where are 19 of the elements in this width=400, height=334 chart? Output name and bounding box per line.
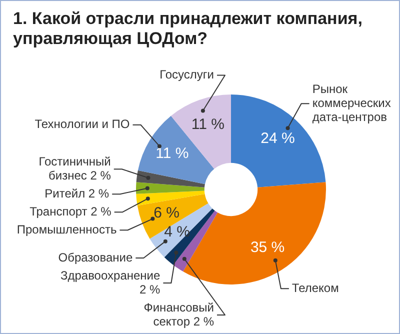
slice-label: Технологии и ПО <box>34 117 130 132</box>
data-label: 4 % <box>164 223 190 240</box>
slice-label: Финансовый сектор 2 % <box>144 300 214 328</box>
slice-label: Гостиничный бизнес 2 % <box>38 154 112 182</box>
slice-label: Рынок коммерческих дата-центров <box>312 82 391 124</box>
slice-label: Промышленность <box>16 222 117 236</box>
slice-label: Телеком <box>292 280 339 295</box>
data-label: 35 % <box>250 238 285 256</box>
data-label: 2 % <box>139 282 160 296</box>
chart-title: 1. Какой отрасли принадлежит компания, управляющая ЦОДом? <box>13 9 364 50</box>
data-label: 11 % <box>191 116 224 133</box>
data-label: 24 % <box>260 130 295 148</box>
slice-label: Ритейл 2 % <box>44 186 110 200</box>
slice-label: Транспорт 2 % <box>30 204 112 218</box>
slice-label: Образование <box>58 250 133 264</box>
data-label: 6 % <box>154 204 180 222</box>
slice-label: Госуслуги <box>160 68 214 82</box>
data-label: 11 % <box>156 145 189 162</box>
slice-label: Здравоохранение <box>60 268 161 282</box>
